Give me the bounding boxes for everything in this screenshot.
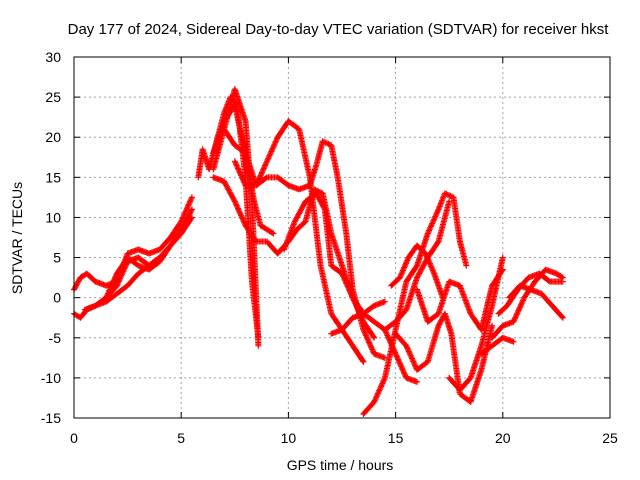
y-tick-label: -10 xyxy=(41,370,61,386)
grid-lines xyxy=(74,57,610,418)
chart-title: Day 177 of 2024, Sidereal Day-to-day VTE… xyxy=(68,21,610,38)
series-track-u xyxy=(506,282,566,321)
y-tick-label: 5 xyxy=(53,250,61,266)
series-markers xyxy=(281,190,421,385)
x-tick-label: 20 xyxy=(495,430,511,446)
series-track-p xyxy=(392,310,496,405)
y-tick-label: 20 xyxy=(45,129,61,145)
x-tick-label: 0 xyxy=(70,430,78,446)
series-markers xyxy=(388,242,446,301)
x-tick-label: 5 xyxy=(177,430,185,446)
series-markers xyxy=(414,266,506,333)
series-markers xyxy=(446,254,506,393)
y-tick-label: -5 xyxy=(49,330,62,346)
series-track-r xyxy=(446,254,506,393)
y-tick-label: -15 xyxy=(41,410,61,426)
y-ticks: -15 -10 -5 0 5 10 15 20 25 30 xyxy=(41,49,610,426)
series-track-j xyxy=(231,138,388,361)
y-tick-label: 0 xyxy=(53,290,61,306)
series-markers xyxy=(81,254,163,313)
series-markers xyxy=(231,138,388,361)
plot-frame xyxy=(73,56,611,419)
series-markers xyxy=(328,298,388,337)
series-track-o xyxy=(388,242,446,301)
x-tick-label: 15 xyxy=(388,430,404,446)
series-track-d xyxy=(81,254,163,313)
series-track-n xyxy=(381,198,453,333)
x-axis-label: GPS time / hours xyxy=(287,457,394,473)
y-tick-label: 30 xyxy=(45,49,61,65)
y-tick-label: 25 xyxy=(45,89,61,105)
series-track-k xyxy=(281,190,421,385)
data-points xyxy=(71,86,566,417)
series-markers xyxy=(506,282,566,321)
x-tick-label: 10 xyxy=(281,430,297,446)
series-track-v xyxy=(478,334,517,357)
series-markers xyxy=(478,334,517,357)
x-tick-label: 25 xyxy=(602,430,618,446)
series-track-l xyxy=(328,298,388,337)
series-markers xyxy=(381,198,453,333)
series-markers xyxy=(392,310,496,405)
y-tick-label: 15 xyxy=(45,169,61,185)
series-track-q xyxy=(414,266,506,333)
y-axis-label: SDTVAR / TECUs xyxy=(9,182,25,294)
y-tick-label: 10 xyxy=(45,209,61,225)
x-ticks: 0 5 10 15 20 25 xyxy=(70,57,618,446)
